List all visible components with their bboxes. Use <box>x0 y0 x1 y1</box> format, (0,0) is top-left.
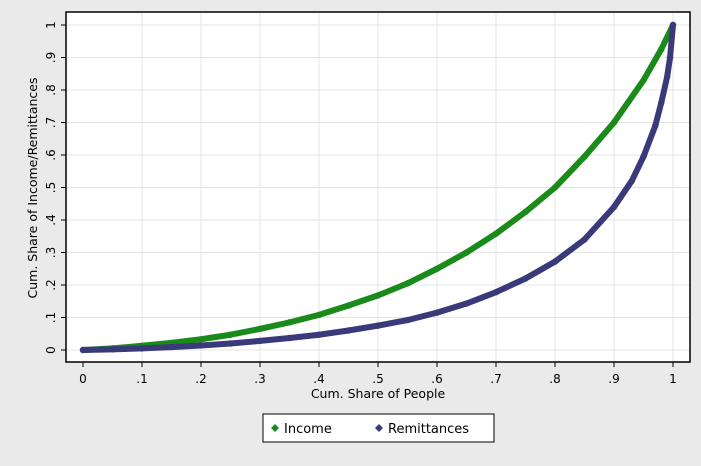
x-tick-label: .9 <box>608 372 619 386</box>
x-tick-label: .4 <box>313 372 324 386</box>
y-tick-label: .7 <box>44 117 58 128</box>
y-tick-label: .2 <box>44 279 58 290</box>
series-point-remittances <box>345 327 352 334</box>
legend-label-income: Income <box>284 422 332 437</box>
series-point-remittances <box>433 309 441 316</box>
legend-marker-remittances <box>375 424 383 432</box>
y-tick-label: .6 <box>44 149 58 160</box>
series-point-income <box>256 325 264 333</box>
y-axis: 0 .1 .2 .3 .4 .5 .6 .7 .8 .9 1 <box>44 21 66 354</box>
x-axis-title: Cum. Share of People <box>311 386 446 401</box>
series-point-income <box>315 311 323 319</box>
series-point-income <box>610 119 618 126</box>
series-point-remittances <box>551 258 559 265</box>
series-line-remittances <box>80 22 676 353</box>
y-tick-label: .5 <box>44 182 58 193</box>
legend-marker-income <box>271 424 279 432</box>
x-tick-label: .3 <box>254 372 265 386</box>
y-tick-label: .3 <box>44 247 58 258</box>
y-tick-label: .1 <box>44 312 58 323</box>
series-point-income <box>404 280 411 287</box>
series-point-remittances <box>666 54 674 61</box>
series-point-income <box>227 331 234 338</box>
series-point-income <box>463 249 470 256</box>
series-point-remittances <box>640 153 647 160</box>
x-tick-label: .2 <box>195 372 206 386</box>
y-tick-label: 1 <box>44 21 58 29</box>
y-tick-label: .4 <box>44 214 58 225</box>
series-point-income <box>374 292 382 299</box>
series-point-remittances <box>404 316 411 324</box>
series-point-income <box>551 184 559 191</box>
series-point-income <box>522 208 529 216</box>
series-point-remittances <box>109 346 116 353</box>
series-point-income <box>345 302 352 309</box>
series-point-income <box>492 230 500 237</box>
series-point-remittances <box>492 288 500 296</box>
series-point-income <box>197 336 205 343</box>
series-point-remittances <box>168 343 175 351</box>
series-point-remittances <box>663 73 671 81</box>
series-point-remittances <box>658 99 665 107</box>
x-tick-label: 0 <box>79 372 87 386</box>
y-tick-label: .8 <box>44 84 58 95</box>
series-point-remittances <box>581 236 588 243</box>
series-point-remittances <box>197 342 205 349</box>
series-point-income <box>286 319 293 326</box>
legend: Income Remittances <box>262 413 495 443</box>
series-point-remittances <box>79 346 87 354</box>
series-point-remittances <box>669 21 677 29</box>
series-point-remittances <box>652 122 659 129</box>
series-point-remittances <box>610 203 618 211</box>
legend-label-remittances: Remittances <box>388 422 469 437</box>
y-tick-label: 0 <box>44 346 58 354</box>
series-point-remittances <box>374 322 382 329</box>
series-point-income <box>433 265 441 272</box>
series-layer <box>79 21 677 354</box>
series-line-income <box>80 22 676 353</box>
series-point-income <box>640 77 647 84</box>
series-point-remittances <box>256 337 264 345</box>
x-axis: 0 .1 .2 .3 .4 .5 .6 .7 .8 .9 1 <box>79 362 677 386</box>
series-point-income <box>581 153 588 160</box>
series-point-remittances <box>628 177 635 185</box>
series-point-remittances <box>227 340 234 347</box>
x-tick-label: .5 <box>372 372 383 386</box>
x-tick-label: .7 <box>490 372 501 386</box>
y-tick-label: .9 <box>44 52 58 63</box>
series-point-remittances <box>522 275 529 282</box>
series-point-remittances <box>286 334 293 342</box>
series-point-remittances <box>138 345 146 352</box>
x-tick-label: 1 <box>669 372 677 386</box>
x-tick-label: .1 <box>136 372 147 386</box>
y-axis-title: Cum. Share of Income/Remittances <box>25 78 40 299</box>
x-tick-label: .8 <box>549 372 560 386</box>
x-tick-label: .6 <box>431 372 442 386</box>
series-point-remittances <box>463 300 470 307</box>
series-point-remittances <box>315 331 323 338</box>
series-point-income <box>658 46 665 53</box>
